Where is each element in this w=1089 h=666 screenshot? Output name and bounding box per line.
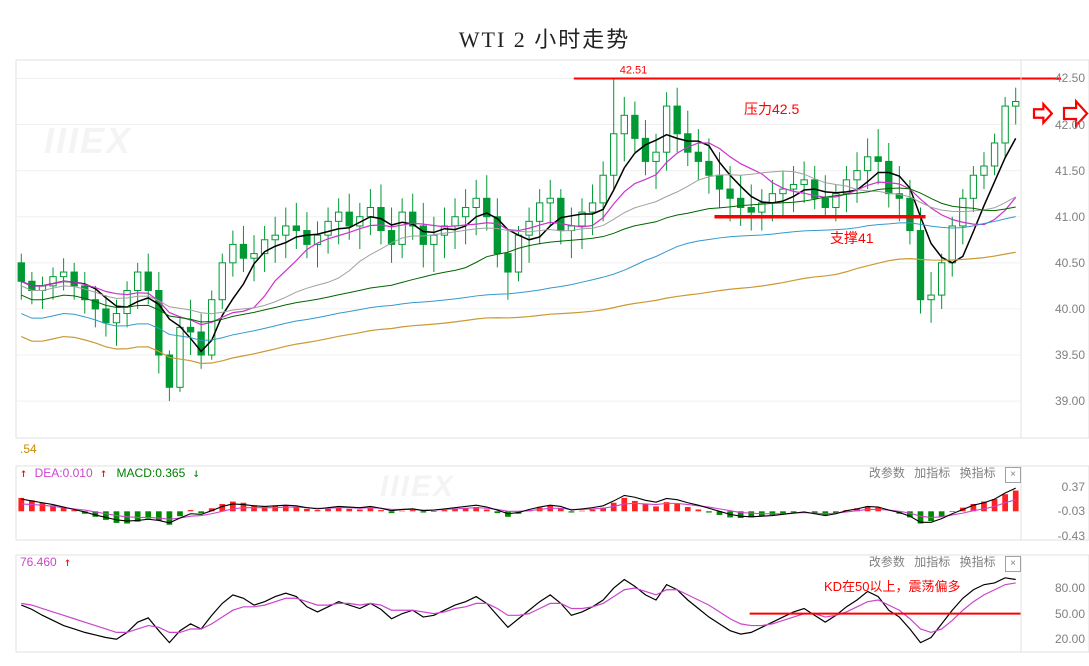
macd-controls: 改参数 加指标 换指标 ×	[863, 464, 1021, 483]
y-tick-label: 39.50	[1025, 348, 1085, 362]
swap-indicator-link[interactable]: 换指标	[960, 555, 996, 569]
y-tick-label: 41.00	[1025, 210, 1085, 224]
macd-ytick: 0.37	[1025, 480, 1085, 494]
arrow-down-icon: ↓	[193, 466, 200, 480]
macd-label: MACD:0.365	[117, 466, 189, 480]
svg-text:42.51: 42.51	[620, 65, 648, 77]
kd-ytick: 50.00	[1025, 607, 1085, 621]
macd-ytick: -0.03	[1025, 504, 1085, 518]
change-params-link[interactable]: 改参数	[869, 555, 905, 569]
chart-root: WTI 2 小时走势 IIIEX IIIEX 42.51 压力42.5 支撑41…	[0, 0, 1089, 666]
resistance-label: 压力42.5	[744, 99, 799, 119]
dea-label: DEA:0.010	[35, 466, 96, 480]
kd-annotation: KD在50以上，震荡偏多	[824, 576, 961, 595]
support-label: 支撑41	[830, 228, 874, 248]
arrow-up-icon: ↑	[100, 466, 107, 480]
close-icon[interactable]: ×	[1005, 556, 1021, 572]
kd-ytick: 80.00	[1025, 581, 1085, 595]
y-tick-label: 39.00	[1025, 394, 1085, 408]
y-tick-label: 40.50	[1025, 256, 1085, 270]
macd-ytick: -0.43	[1025, 529, 1085, 543]
add-indicator-link[interactable]: 加指标	[914, 555, 950, 569]
kd-controls: 改参数 加指标 换指标 ×	[863, 553, 1021, 572]
y-tick-label: 41.50	[1025, 164, 1085, 178]
close-icon[interactable]: ×	[1005, 467, 1021, 483]
y-tick-label: 42.50	[1025, 71, 1085, 85]
volume-value: .54	[20, 442, 37, 456]
change-params-link[interactable]: 改参数	[869, 466, 905, 480]
kd-ytick: 20.00	[1025, 632, 1085, 646]
add-indicator-link[interactable]: 加指标	[914, 466, 950, 480]
arrow-up-icon: ↑	[64, 555, 71, 569]
macd-header: ↑ DEA:0.010 ↑ MACD:0.365 ↓	[20, 466, 200, 480]
y-tick-label: 42.00	[1025, 118, 1085, 132]
swap-indicator-link[interactable]: 换指标	[960, 466, 996, 480]
kd-header: 76.460 ↑	[20, 555, 71, 569]
arrow-up-icon: ↑	[20, 466, 27, 480]
kd-value: 76.460	[20, 555, 57, 569]
y-tick-label: 40.00	[1025, 302, 1085, 316]
